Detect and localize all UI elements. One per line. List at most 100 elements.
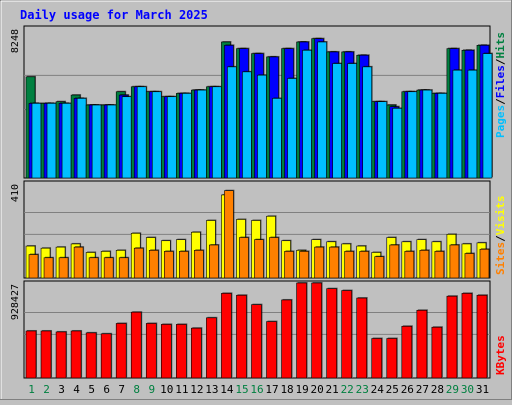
bar-sites-day-27 [419, 250, 430, 279]
bar-kbytes-day-1 [25, 330, 37, 379]
bar-kbytes-day-29 [446, 295, 458, 379]
bar-pages-day-24 [377, 101, 388, 179]
bar-pages-day-20 [317, 41, 327, 179]
panel-hits-files-pages: 8248 [10, 25, 493, 179]
bar-sites-day-9 [148, 250, 159, 279]
day-label-22: 22 [341, 383, 354, 396]
day-label-2: 2 [43, 383, 50, 396]
day-label-21: 21 [326, 383, 339, 396]
bar-pages-day-10 [166, 96, 177, 179]
day-label-11: 11 [175, 383, 188, 396]
right-label-bottom: KBytes [494, 335, 507, 375]
day-label-24: 24 [371, 383, 385, 396]
bar-kbytes-day-8 [130, 311, 142, 379]
right-label-part: / [494, 58, 507, 65]
day-label-15: 15 [235, 383, 248, 396]
bar-pages-day-16 [257, 74, 267, 179]
right-label-part: Visits [494, 196, 507, 236]
day-label-31: 31 [476, 383, 489, 396]
day-label-10: 10 [160, 383, 173, 396]
right-label-part: / [494, 235, 507, 242]
day-label-8: 8 [133, 383, 140, 396]
day-label-1: 1 [28, 383, 35, 396]
bar-kbytes-day-11 [176, 324, 187, 379]
bar-sites-day-5 [88, 257, 99, 279]
bar-pages-day-12 [197, 89, 207, 179]
bar-kbytes-day-19 [296, 282, 307, 379]
right-label-middle: Sites/Visits [494, 196, 507, 276]
bar-sites-day-19 [299, 251, 309, 279]
day-label-29: 29 [446, 383, 459, 396]
bar-sites-day-1 [28, 254, 39, 279]
bar-sites-day-3 [58, 257, 69, 279]
bar-pages-day-23 [362, 66, 373, 179]
y-max-label: 410 [10, 184, 21, 202]
day-label-25: 25 [386, 383, 399, 396]
bar-kbytes-day-5 [85, 332, 97, 379]
bar-kbytes-day-20 [311, 282, 322, 379]
bar-kbytes-day-6 [100, 333, 112, 379]
bar-kbytes-day-2 [40, 330, 52, 379]
day-label-23: 23 [356, 383, 369, 396]
bar-pages-day-2 [46, 103, 57, 179]
bar-sites-day-14 [224, 190, 234, 279]
right-label-part: Sites [494, 242, 507, 275]
bar-sites-day-11 [179, 251, 189, 279]
bar-kbytes-day-25 [386, 338, 398, 379]
right-label-top: Pages/Files/Hits [494, 32, 507, 138]
bar-sites-day-16 [254, 239, 264, 279]
bar-sites-day-31 [479, 248, 490, 279]
right-label-part: KBytes [494, 335, 507, 375]
day-label-12: 12 [190, 383, 203, 396]
bar-kbytes-day-23 [356, 297, 368, 379]
day-label-4: 4 [73, 383, 80, 396]
bar-pages-day-13 [212, 86, 222, 179]
y-max-label: 928427 [10, 284, 21, 320]
day-label-16: 16 [250, 383, 263, 396]
bar-pages-day-26 [407, 91, 418, 179]
y-max-label: 8248 [10, 29, 21, 53]
day-label-13: 13 [205, 383, 218, 396]
day-label-28: 28 [431, 383, 444, 396]
bar-sites-day-4 [73, 246, 84, 279]
bar-kbytes-day-21 [326, 288, 337, 379]
day-label-30: 30 [461, 383, 474, 396]
day-label-3: 3 [58, 383, 65, 396]
bar-sites-day-24 [374, 256, 385, 279]
bar-kbytes-day-16 [251, 304, 262, 379]
bar-pages-day-11 [182, 93, 192, 179]
bar-sites-day-29 [449, 244, 460, 279]
day-label-6: 6 [103, 383, 110, 396]
bar-pages-day-8 [136, 86, 147, 179]
bar-pages-day-3 [61, 103, 72, 179]
bar-sites-day-8 [133, 247, 144, 279]
bar-pages-day-29 [452, 69, 463, 179]
day-label-17: 17 [265, 383, 278, 396]
bar-pages-day-1 [31, 103, 42, 179]
bar-sites-day-26 [404, 251, 415, 279]
bar-pages-day-25 [392, 108, 403, 179]
bar-pages-day-6 [106, 104, 117, 179]
bar-kbytes-day-12 [191, 327, 202, 379]
bar-sites-day-21 [329, 246, 339, 279]
bar-kbytes-day-30 [461, 293, 473, 379]
bar-sites-day-18 [284, 251, 294, 279]
bar-kbytes-day-9 [145, 323, 157, 379]
right-label-part: Hits [494, 32, 507, 59]
bar-kbytes-day-7 [115, 323, 127, 379]
bar-sites-day-17 [269, 237, 279, 279]
bar-kbytes-day-27 [416, 309, 428, 379]
bar-pages-day-18 [287, 78, 297, 179]
day-label-18: 18 [280, 383, 293, 396]
bar-kbytes-day-31 [476, 294, 488, 379]
bar-pages-day-19 [302, 49, 312, 179]
bar-pages-day-22 [347, 63, 357, 179]
bar-sites-day-23 [359, 251, 370, 279]
bar-pages-day-21 [332, 63, 342, 179]
bar-pages-day-28 [437, 93, 448, 179]
day-label-14: 14 [220, 383, 234, 396]
bar-kbytes-day-18 [281, 299, 292, 379]
bar-sites-day-13 [209, 244, 219, 279]
